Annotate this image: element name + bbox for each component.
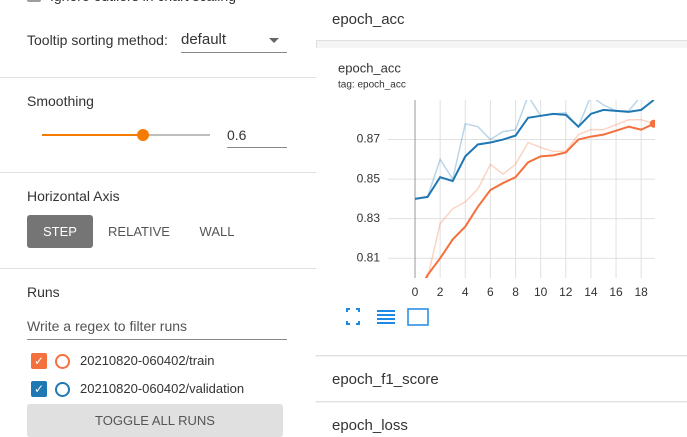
smoothing-input[interactable]: 0.6 [227,124,287,148]
run-name: 20210820-060402/train [80,353,215,368]
run-checkbox[interactable]: ✓ [31,353,47,369]
slider-knob[interactable] [136,129,149,141]
x-tick-label: 2 [437,285,444,299]
y-tick-label: 0.83 [357,211,381,225]
toolbar [346,308,429,326]
line [414,100,655,200]
smoothing-value: 0.6 [227,127,247,143]
run-checkbox[interactable]: ✓ [31,381,47,397]
x-tick-label: 12 [559,285,573,299]
runs-label: Runs [27,284,60,300]
divider [0,172,316,173]
x-tick-label: 8 [512,285,519,299]
x-tick-label: 4 [462,285,469,299]
smoothing-label: Smoothing [27,93,94,109]
x-tick-label: 16 [609,285,623,299]
dropdown-arrow [269,38,279,48]
divider [0,268,316,269]
chart-subtitle: tag: epoch_acc [338,80,406,91]
group-title: epoch_f1_score [332,371,439,388]
filter-placeholder: Write a regex to filter runs [27,318,188,334]
run-name: 20210820-060402/validation [80,381,245,396]
axis-button[interactable]: WALL [199,224,235,239]
point [649,119,655,128]
group-header[interactable]: epoch_acc [316,0,687,41]
line [426,119,654,278]
chart: epoch_acc tag: epoch_acc 0.81 0.83 0.85 0.8… [338,60,655,326]
log-icon[interactable] [377,310,395,324]
y-tick-label: 0.85 [357,171,381,185]
checkbox[interactable] [27,0,41,2]
divider [0,77,316,78]
toggle-all-button[interactable]: TOGGLE ALL RUNS [27,404,283,437]
y-tick-label: 0.81 [357,250,381,264]
fullscreen-icon[interactable] [346,308,360,325]
chart-card: epoch_acc tag: epoch_acc 0.81 0.83 0.85 0.8… [316,48,687,356]
axis-button[interactable]: STEP [27,215,93,248]
chart-title: epoch_acc [338,60,401,75]
fit-icon[interactable] [407,308,429,326]
dropdown-value: default [181,31,227,48]
dropdown[interactable]: default [181,28,287,53]
x-tick-label: 18 [634,285,648,299]
x-tick-label: 6 [487,285,494,299]
x-tick-label: 14 [584,285,598,299]
axis-button[interactable]: RELATIVE [108,224,170,239]
run-color-circle [55,354,70,369]
sidebar: Ignore outliers in chart scaling Tooltip… [0,0,317,437]
slider-fill [42,134,143,136]
tooltip-label: Tooltip sorting method: [27,32,168,48]
group-header[interactable]: epoch_f1_score [316,357,687,402]
group-header[interactable]: epoch_loss [316,403,687,437]
option-label: Ignore outliers in chart scaling [50,0,236,4]
group-title: epoch_loss [332,417,408,434]
group-title: epoch_acc [332,11,405,28]
run-color-circle [55,382,70,397]
line [424,122,655,278]
plot-area [414,100,655,278]
axis-label: Horizontal Axis [27,188,120,204]
x-tick-label: 0 [412,285,419,299]
runs-filter[interactable]: Write a regex to filter runs [27,314,287,340]
y-tick-label: 0.87 [357,132,381,146]
x-tick-label: 10 [534,285,548,299]
